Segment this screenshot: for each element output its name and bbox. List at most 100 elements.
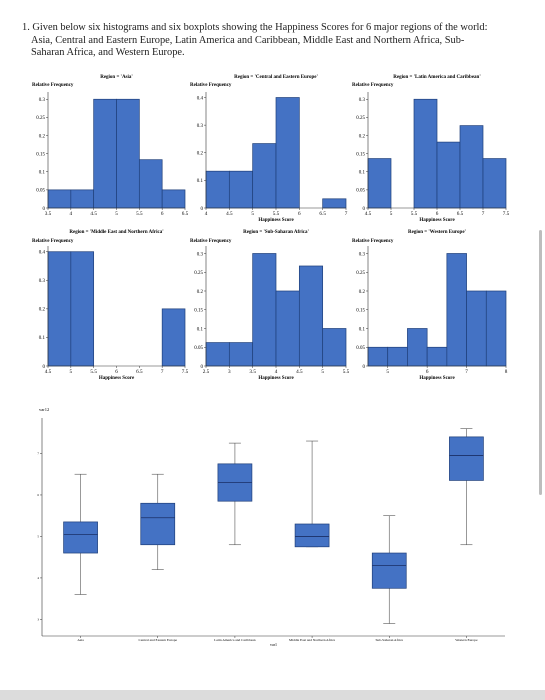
y-tick-label: 0.4	[197, 96, 204, 101]
y-tick-label: 0.05	[356, 189, 365, 194]
x-tick-label: 7.5	[503, 211, 510, 217]
x-tick-label: 6	[161, 211, 164, 217]
y-axis-label: Relative Frequency	[190, 239, 232, 244]
histogram-title: Region = 'Asia'	[100, 75, 133, 80]
histogram-1: Region = 'Asia' Relative Frequency 0 0.05 0.…	[32, 75, 189, 217]
y-tick-label: 0.1	[197, 179, 204, 184]
histogram-bar	[205, 170, 230, 209]
x-tick-label: 4.5	[226, 211, 233, 217]
x-tick-label: Central and Eastern Europe	[138, 638, 177, 642]
x-tick-label: 7	[482, 211, 485, 217]
box	[140, 502, 176, 546]
y-tick-label: 0.3	[359, 252, 366, 257]
x-tick-label: 6.5	[182, 211, 189, 217]
box	[63, 521, 98, 554]
y-tick-label: 3	[37, 618, 39, 622]
y-axis-label: Relative Frequency	[32, 239, 74, 244]
histogram-bar	[161, 189, 186, 209]
histogram-bar	[205, 342, 230, 367]
histogram-bar	[466, 290, 487, 367]
x-tick-label: 5.5	[411, 211, 418, 217]
x-tick-label: 3	[228, 369, 231, 375]
histogram-bar	[116, 98, 140, 209]
x-axis-label: Happiness Score	[99, 376, 135, 381]
x-tick-label: 4	[275, 369, 278, 375]
x-tick-label: 6	[436, 211, 439, 217]
y-tick-label: 0.1	[359, 171, 366, 176]
histogram-bar	[138, 159, 163, 209]
y-tick-label: 0.25	[194, 271, 203, 276]
x-tick-label: 4.5	[90, 211, 97, 217]
histogram-bar	[387, 346, 408, 367]
x-tick-label: 5	[251, 211, 254, 217]
bottom-bar	[0, 690, 545, 700]
x-axis-label: var1	[270, 642, 277, 647]
y-tick-label: 0.1	[39, 171, 46, 176]
question-text: 1. Given below six histograms and six bo…	[22, 22, 512, 60]
histogram-5: Region = 'Sub-Saharan Africa' Relative Fr…	[190, 230, 350, 381]
box	[449, 436, 484, 481]
histogram-bar	[70, 251, 95, 367]
x-axis-label: Happiness Score	[419, 376, 455, 381]
x-tick-label: 7	[161, 369, 164, 375]
y-tick-label: 0.1	[197, 327, 204, 332]
y-tick-label: 0.2	[197, 152, 204, 157]
x-tick-label: 6	[426, 369, 429, 375]
x-tick-label: 4.5	[296, 369, 303, 375]
x-tick-label: 5	[386, 369, 389, 375]
x-tick-label: 4.5	[365, 211, 372, 217]
histogram-bar	[322, 198, 347, 209]
y-axis-label: Relative Frequency	[352, 239, 394, 244]
histogram-bar	[482, 158, 507, 209]
y-tick-label: 6	[37, 493, 39, 497]
y-tick-label: 0.3	[39, 279, 46, 284]
y-tick-label: 0.2	[197, 290, 204, 295]
histogram-title: Region = 'Sub-Saharan Africa'	[243, 230, 309, 235]
scrollbar[interactable]	[539, 230, 542, 495]
histogram-bar	[485, 290, 507, 367]
histogram-4: Region = 'Middle East and Northern Afric…	[32, 230, 189, 381]
histogram-bar	[228, 342, 254, 367]
x-tick-label: 4	[70, 211, 73, 217]
y-tick-label: 0.15	[36, 152, 45, 157]
y-tick-label: 0.05	[36, 189, 45, 194]
y-tick-label: 0.05	[194, 346, 203, 351]
y-tick-label: 0	[43, 207, 46, 212]
x-tick-label: 5	[390, 211, 393, 217]
y-tick-label: 0.1	[39, 336, 46, 341]
y-tick-label: 0.05	[356, 346, 365, 351]
y-tick-label: 0.3	[39, 98, 46, 103]
y-tick-label: 0.3	[197, 252, 204, 257]
x-axis-label: Happiness Score	[258, 376, 294, 381]
y-tick-label: 0.3	[359, 98, 366, 103]
y-tick-label: 0.25	[356, 271, 365, 276]
boxplot-group	[449, 428, 484, 546]
histogram-bar	[275, 97, 300, 209]
histogram-title: Region = 'Central and Eastern Europe'	[234, 75, 318, 80]
x-tick-label: 6.5	[319, 211, 326, 217]
y-tick-label: 0	[201, 365, 204, 370]
x-tick-label: 8	[505, 369, 508, 375]
x-tick-label: Sub-Saharan Africa	[375, 638, 403, 642]
histogram-title: Region = 'Western Europe'	[408, 230, 467, 235]
x-tick-label: 7.5	[182, 369, 189, 375]
y-tick-label: 7	[37, 452, 39, 456]
histogram-2: Region = 'Central and Eastern Europe'Rel…	[190, 75, 348, 223]
box	[294, 523, 330, 548]
x-tick-label: 4	[205, 211, 208, 217]
y-tick-label: 0.2	[39, 134, 46, 139]
y-tick-label: 5	[37, 535, 39, 539]
question-line: Asia, Central and Eastern Europe, Latin …	[31, 34, 465, 46]
histogram-title: Region = 'Latin America and Caribbean'	[393, 75, 481, 80]
boxplot-chart: var12 3 4 5 6 7 Asia Central and Eastern Europe…	[37, 407, 505, 647]
histogram-bar	[436, 141, 461, 209]
x-tick-label: Middle East and Northern Africa	[289, 638, 336, 642]
boxplot-group	[140, 473, 176, 570]
y-tick-label: 0.25	[36, 116, 45, 121]
y-axis-label: Relative Frequency	[32, 83, 74, 88]
histogram-bar	[298, 265, 324, 367]
histogram-bar	[70, 189, 95, 209]
x-tick-label: Western Europe	[455, 638, 478, 642]
histogram-bar	[446, 253, 467, 367]
